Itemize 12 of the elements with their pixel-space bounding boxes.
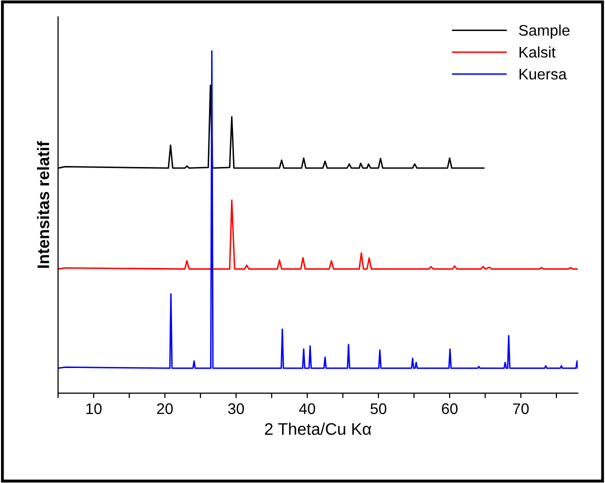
x-tick-label: 70: [513, 403, 529, 414]
legend-label: Kuersa: [520, 68, 567, 80]
legend-label: Sample: [519, 24, 570, 39]
x-tick-label: 60: [442, 403, 458, 414]
y-axis-title: Intensitas relatif: [36, 141, 50, 268]
x-tick-label: 20: [157, 403, 173, 414]
x-tick-label: 30: [228, 403, 244, 414]
x-tick-label: 40: [299, 403, 316, 414]
legend-label: Kalsit: [520, 46, 556, 58]
x-tick-label: 10: [86, 403, 102, 414]
x-axis-title: 2 Theta/Cu Kα: [264, 422, 372, 435]
x-tick-label: 50: [370, 403, 386, 414]
